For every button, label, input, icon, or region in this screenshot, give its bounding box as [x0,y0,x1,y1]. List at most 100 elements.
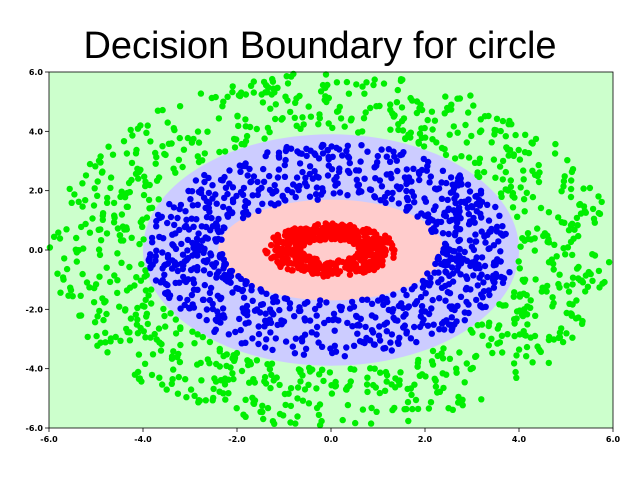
data-point [532,312,539,319]
data-point [255,207,262,214]
data-point [569,274,577,281]
data-point [194,267,201,274]
data-point [287,402,295,410]
data-point [176,226,183,234]
data-point [195,139,203,146]
data-point [154,107,162,114]
data-point [305,381,312,388]
data-point [182,376,189,383]
data-point [264,249,271,256]
data-point [175,373,182,381]
data-point [60,255,68,262]
data-point [378,183,386,190]
data-point [524,303,531,310]
data-point [223,272,231,279]
data-point [278,245,286,252]
data-point [442,151,450,159]
data-point [165,140,173,147]
data-point [319,81,327,89]
data-point [591,252,599,259]
data-point [442,93,449,100]
data-point [249,192,256,199]
data-point [324,260,331,267]
data-point [459,402,466,409]
data-point [79,270,86,278]
data-point [491,131,498,138]
data-point [515,346,523,353]
data-point [435,279,442,286]
data-point [201,281,208,289]
data-point [364,296,371,303]
data-point [102,329,109,336]
data-point [103,199,111,206]
data-point [403,166,410,173]
data-point [444,261,451,269]
data-point [193,235,201,242]
data-point [476,155,484,162]
data-point [180,146,188,153]
data-point [301,300,309,307]
data-point [86,229,94,236]
data-point [400,286,407,294]
data-point [586,184,594,192]
data-point [134,304,141,312]
data-point [569,334,576,341]
data-point [529,359,536,366]
data-point [391,404,398,412]
data-point [250,89,257,96]
data-point [372,384,379,391]
data-point [93,332,100,340]
data-point [435,269,442,276]
data-point [242,396,249,403]
data-point [431,375,438,382]
data-point [91,284,98,292]
data-point [137,277,145,284]
data-point [329,124,336,132]
data-point [573,265,581,272]
data-point [445,205,452,212]
data-point [229,370,236,377]
data-point [82,197,89,204]
data-point [560,178,568,185]
data-point [296,160,304,167]
data-point [523,343,531,351]
data-point [215,115,223,122]
data-point [480,279,487,286]
data-point [488,225,495,233]
data-point [56,235,64,242]
data-point [453,192,460,199]
data-point [353,313,361,320]
data-point [297,378,304,385]
data-point [456,245,463,253]
data-point [352,419,359,427]
data-point [120,138,128,145]
data-point [155,196,162,203]
data-point [333,173,340,181]
data-point [142,334,149,341]
data-point [216,388,223,395]
data-point [408,188,416,195]
data-point [416,176,423,184]
data-point [491,259,498,266]
data-point [329,223,336,230]
data-point [402,311,409,318]
data-point [555,334,562,342]
data-point [439,355,447,362]
data-point [337,232,345,239]
data-point [467,286,474,293]
inner-region [218,199,444,301]
data-point [407,335,415,342]
data-point [371,164,378,171]
data-point [259,99,267,106]
data-point [326,369,334,376]
data-point [232,328,239,336]
data-point [428,305,435,312]
data-point [361,175,368,182]
data-point [299,234,306,241]
data-point [198,377,205,384]
data-point [136,375,143,382]
data-point [376,102,383,110]
data-point [503,144,510,151]
data-point [549,303,556,310]
data-point [281,161,288,169]
